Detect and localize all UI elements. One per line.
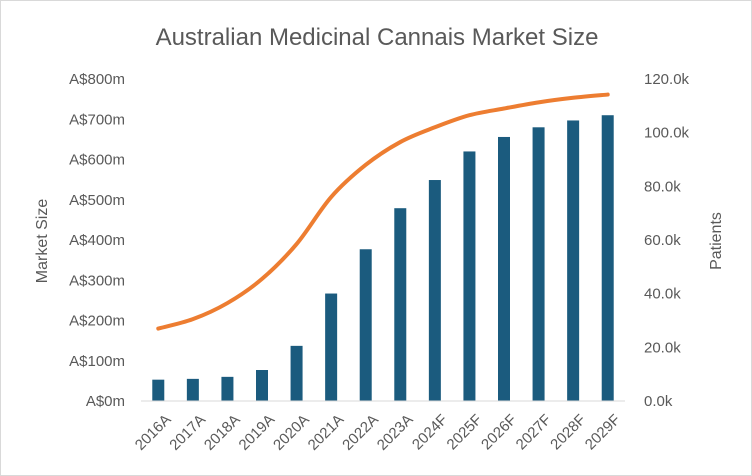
left-tick-label: A$400m: [69, 232, 125, 249]
y-axis-label-left: Market Size: [34, 199, 51, 284]
left-tick-label: A$800m: [69, 71, 125, 88]
x-tick-label: 2026F: [478, 411, 520, 453]
chart-title: Australian Medicinal Cannais Market Size: [156, 24, 599, 51]
patients-line: [156, 92, 610, 331]
left-axis-ticks: A$0m A$100m A$200m A$300m A$400m A$500m A$600m…: [69, 71, 125, 410]
right-tick-label: 20.0k: [644, 339, 681, 356]
x-axis-ticks: 2016A2017A2018A2019A2020A2021A2022A2023A…: [132, 411, 624, 454]
market-size-bar-2026F: [498, 136, 510, 401]
x-tick-label: 2027F: [513, 411, 555, 453]
market-size-bars: [152, 115, 614, 402]
market-size-bar-2027F: [532, 127, 545, 402]
market-size-bar-2017A: [186, 378, 199, 401]
patients-line-layer: [156, 92, 610, 331]
x-tick-label: 2029F: [582, 411, 624, 453]
x-tick-label: 2025F: [444, 411, 486, 453]
right-axis-ticks: 0.0k 20.0k 40.0k 60.0k 80.0k 100.0k 120.0k: [644, 71, 690, 410]
market-size-bar-2020A: [290, 345, 303, 401]
market-size-bar-2029F: [601, 115, 614, 401]
left-tick-label: A$200m: [69, 313, 125, 330]
right-tick-label: 80.0k: [644, 178, 681, 195]
right-tick-label: 120.0k: [644, 71, 690, 88]
x-tick-label: 2017A: [166, 411, 209, 454]
market-size-bar-2019A: [256, 370, 268, 401]
market-size-bar-2018A: [221, 376, 234, 401]
right-tick-label: 60.0k: [644, 232, 681, 249]
left-tick-label: A$300m: [69, 272, 125, 289]
right-tick-label: 40.0k: [644, 286, 681, 303]
x-tick-label: 2016A: [132, 411, 175, 454]
x-tick-label: 2020A: [270, 411, 313, 454]
market-size-bar-2025F: [463, 151, 476, 401]
right-tick-label: 100.0k: [644, 125, 690, 142]
market-size-bar-2024F: [428, 180, 441, 401]
x-tick-label: 2019A: [235, 411, 278, 454]
left-tick-label: A$0m: [86, 393, 125, 410]
x-tick-label: 2021A: [305, 411, 348, 454]
left-tick-label: A$100m: [69, 353, 125, 370]
market-size-bar-2021A: [325, 293, 338, 401]
x-tick-label: 2022A: [339, 411, 382, 454]
market-size-bar-2023A: [394, 208, 407, 401]
right-tick-label: 0.0k: [644, 393, 673, 410]
x-tick-label: 2018A: [201, 411, 244, 454]
market-size-bar-2022A: [359, 249, 372, 401]
market-size-bar-2016A: [152, 379, 165, 401]
x-tick-label: 2023A: [374, 411, 417, 454]
x-tick-label: 2028F: [547, 411, 589, 453]
x-tick-label: 2024F: [409, 411, 451, 453]
left-tick-label: A$700m: [69, 111, 125, 128]
left-tick-label: A$500m: [69, 192, 125, 209]
market-size-bar-2028F: [567, 120, 580, 402]
y-axis-label-right: Patients: [708, 212, 725, 270]
left-tick-label: A$600m: [69, 152, 125, 169]
